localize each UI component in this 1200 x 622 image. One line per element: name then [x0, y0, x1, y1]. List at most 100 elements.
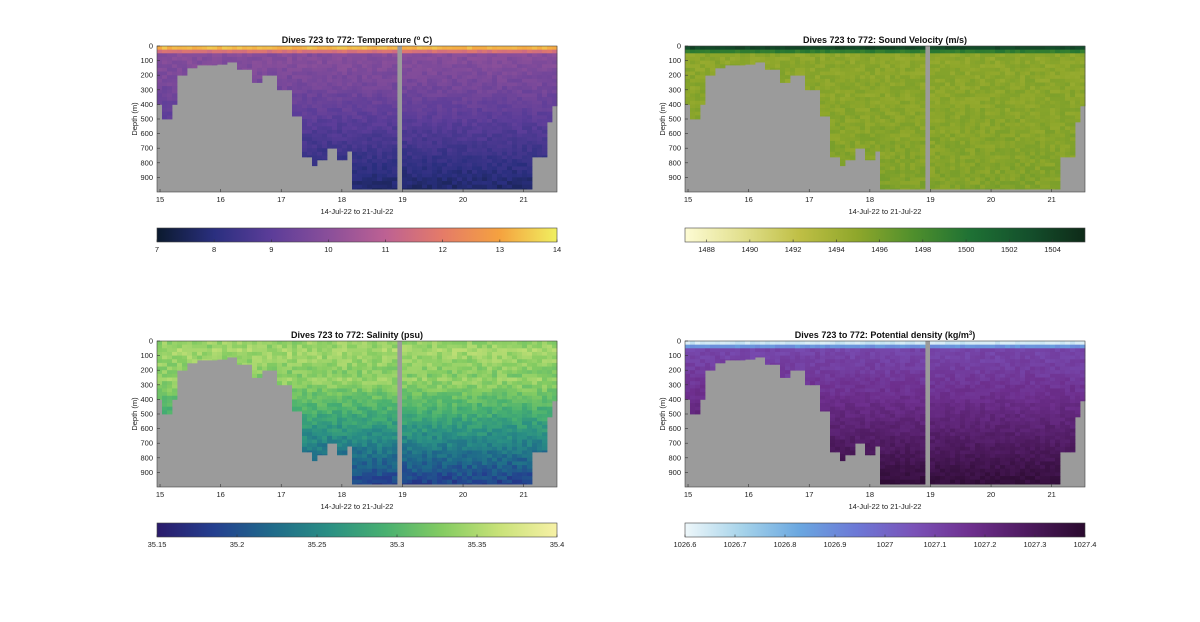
- data-cell: [930, 115, 936, 120]
- data-cell: [382, 173, 388, 178]
- data-cell: [472, 86, 478, 91]
- data-cell: [352, 144, 358, 149]
- data-cell: [1055, 111, 1061, 116]
- data-cell: [307, 362, 313, 367]
- data-cell: [332, 78, 338, 83]
- data-cell: [875, 93, 881, 98]
- data-cell: [437, 78, 443, 83]
- data-cell: [412, 67, 418, 72]
- data-cell: [547, 108, 553, 113]
- data-cell: [237, 53, 243, 58]
- data-cell: [547, 67, 553, 72]
- data-cell: [327, 341, 333, 346]
- data-cell: [167, 348, 173, 353]
- data-cell: [955, 104, 961, 109]
- data-cell: [935, 140, 941, 145]
- data-cell: [950, 82, 956, 87]
- data-cell: [402, 104, 408, 109]
- data-cell: [517, 53, 523, 58]
- data-cell: [307, 133, 313, 138]
- data-cell: [537, 78, 543, 83]
- data-cell: [467, 100, 473, 105]
- data-cell: [247, 344, 253, 349]
- data-cell: [347, 377, 353, 382]
- data-cell: [487, 137, 493, 142]
- data-cell: [252, 67, 258, 72]
- data-cell: [845, 126, 851, 131]
- data-cell: [497, 60, 503, 65]
- data-cell: [930, 46, 936, 51]
- data-cell: [367, 151, 373, 156]
- data-cell: [740, 60, 746, 65]
- data-cell: [1025, 181, 1031, 186]
- data-cell: [855, 53, 861, 58]
- data-cell: [1045, 49, 1051, 54]
- data-cell: [157, 67, 163, 72]
- data-cell: [467, 108, 473, 113]
- data-cell: [910, 67, 916, 72]
- data-cell: [182, 355, 188, 360]
- data-cell: [800, 56, 806, 61]
- data-cell: [307, 71, 313, 76]
- data-cell: [890, 56, 896, 61]
- data-cell: [392, 170, 398, 175]
- data-cell: [765, 64, 771, 69]
- data-cell: [377, 122, 383, 127]
- data-cell: [437, 46, 443, 51]
- data-cell: [252, 359, 258, 364]
- data-cell: [507, 119, 513, 124]
- data-cell: [297, 56, 303, 61]
- data-cell: [985, 108, 991, 113]
- data-cell: [322, 435, 328, 440]
- data-cell: [970, 82, 976, 87]
- data-cell: [412, 122, 418, 127]
- colorbar-tick-label: 12: [439, 245, 447, 254]
- data-cell: [920, 49, 926, 54]
- data-cell: [197, 351, 203, 356]
- data-cell: [512, 155, 518, 160]
- data-cell: [1020, 60, 1026, 65]
- data-cell: [945, 71, 951, 76]
- data-cell: [307, 435, 313, 440]
- data-cell: [1010, 75, 1016, 80]
- data-cell: [920, 184, 926, 189]
- data-cell: [860, 122, 866, 127]
- data-cell: [272, 359, 278, 364]
- data-cell: [835, 155, 841, 158]
- data-cell: [1070, 49, 1076, 54]
- data-cell: [447, 53, 453, 58]
- data-cell: [970, 140, 976, 145]
- data-cell: [222, 56, 228, 61]
- data-cell: [885, 162, 891, 167]
- data-cell: [207, 359, 213, 361]
- data-cell: [517, 60, 523, 65]
- data-cell: [1055, 49, 1061, 54]
- data-cell: [337, 351, 343, 356]
- data-cell: [700, 67, 706, 72]
- data-cell: [955, 100, 961, 105]
- data-cell: [372, 89, 378, 94]
- data-cell: [890, 64, 896, 69]
- data-cell: [417, 111, 423, 116]
- data-cell: [497, 100, 503, 105]
- data-cell: [955, 188, 961, 190]
- data-cell: [457, 188, 463, 190]
- data-cell: [182, 71, 188, 76]
- data-cell: [965, 122, 971, 127]
- data-cell: [292, 64, 298, 69]
- data-cell: [502, 133, 508, 138]
- data-cell: [945, 151, 951, 156]
- data-cell: [442, 181, 448, 186]
- data-cell: [905, 46, 911, 51]
- data-cell: [347, 414, 353, 419]
- data-cell: [820, 89, 826, 94]
- data-cell: [352, 122, 358, 127]
- data-cell: [307, 439, 313, 444]
- data-cell: [157, 49, 163, 54]
- x-tick-label: 17: [805, 195, 813, 204]
- data-cell: [207, 355, 213, 360]
- data-cell: [347, 93, 353, 98]
- data-cell: [1005, 148, 1011, 153]
- data-cell: [292, 359, 298, 364]
- data-cell: [970, 93, 976, 98]
